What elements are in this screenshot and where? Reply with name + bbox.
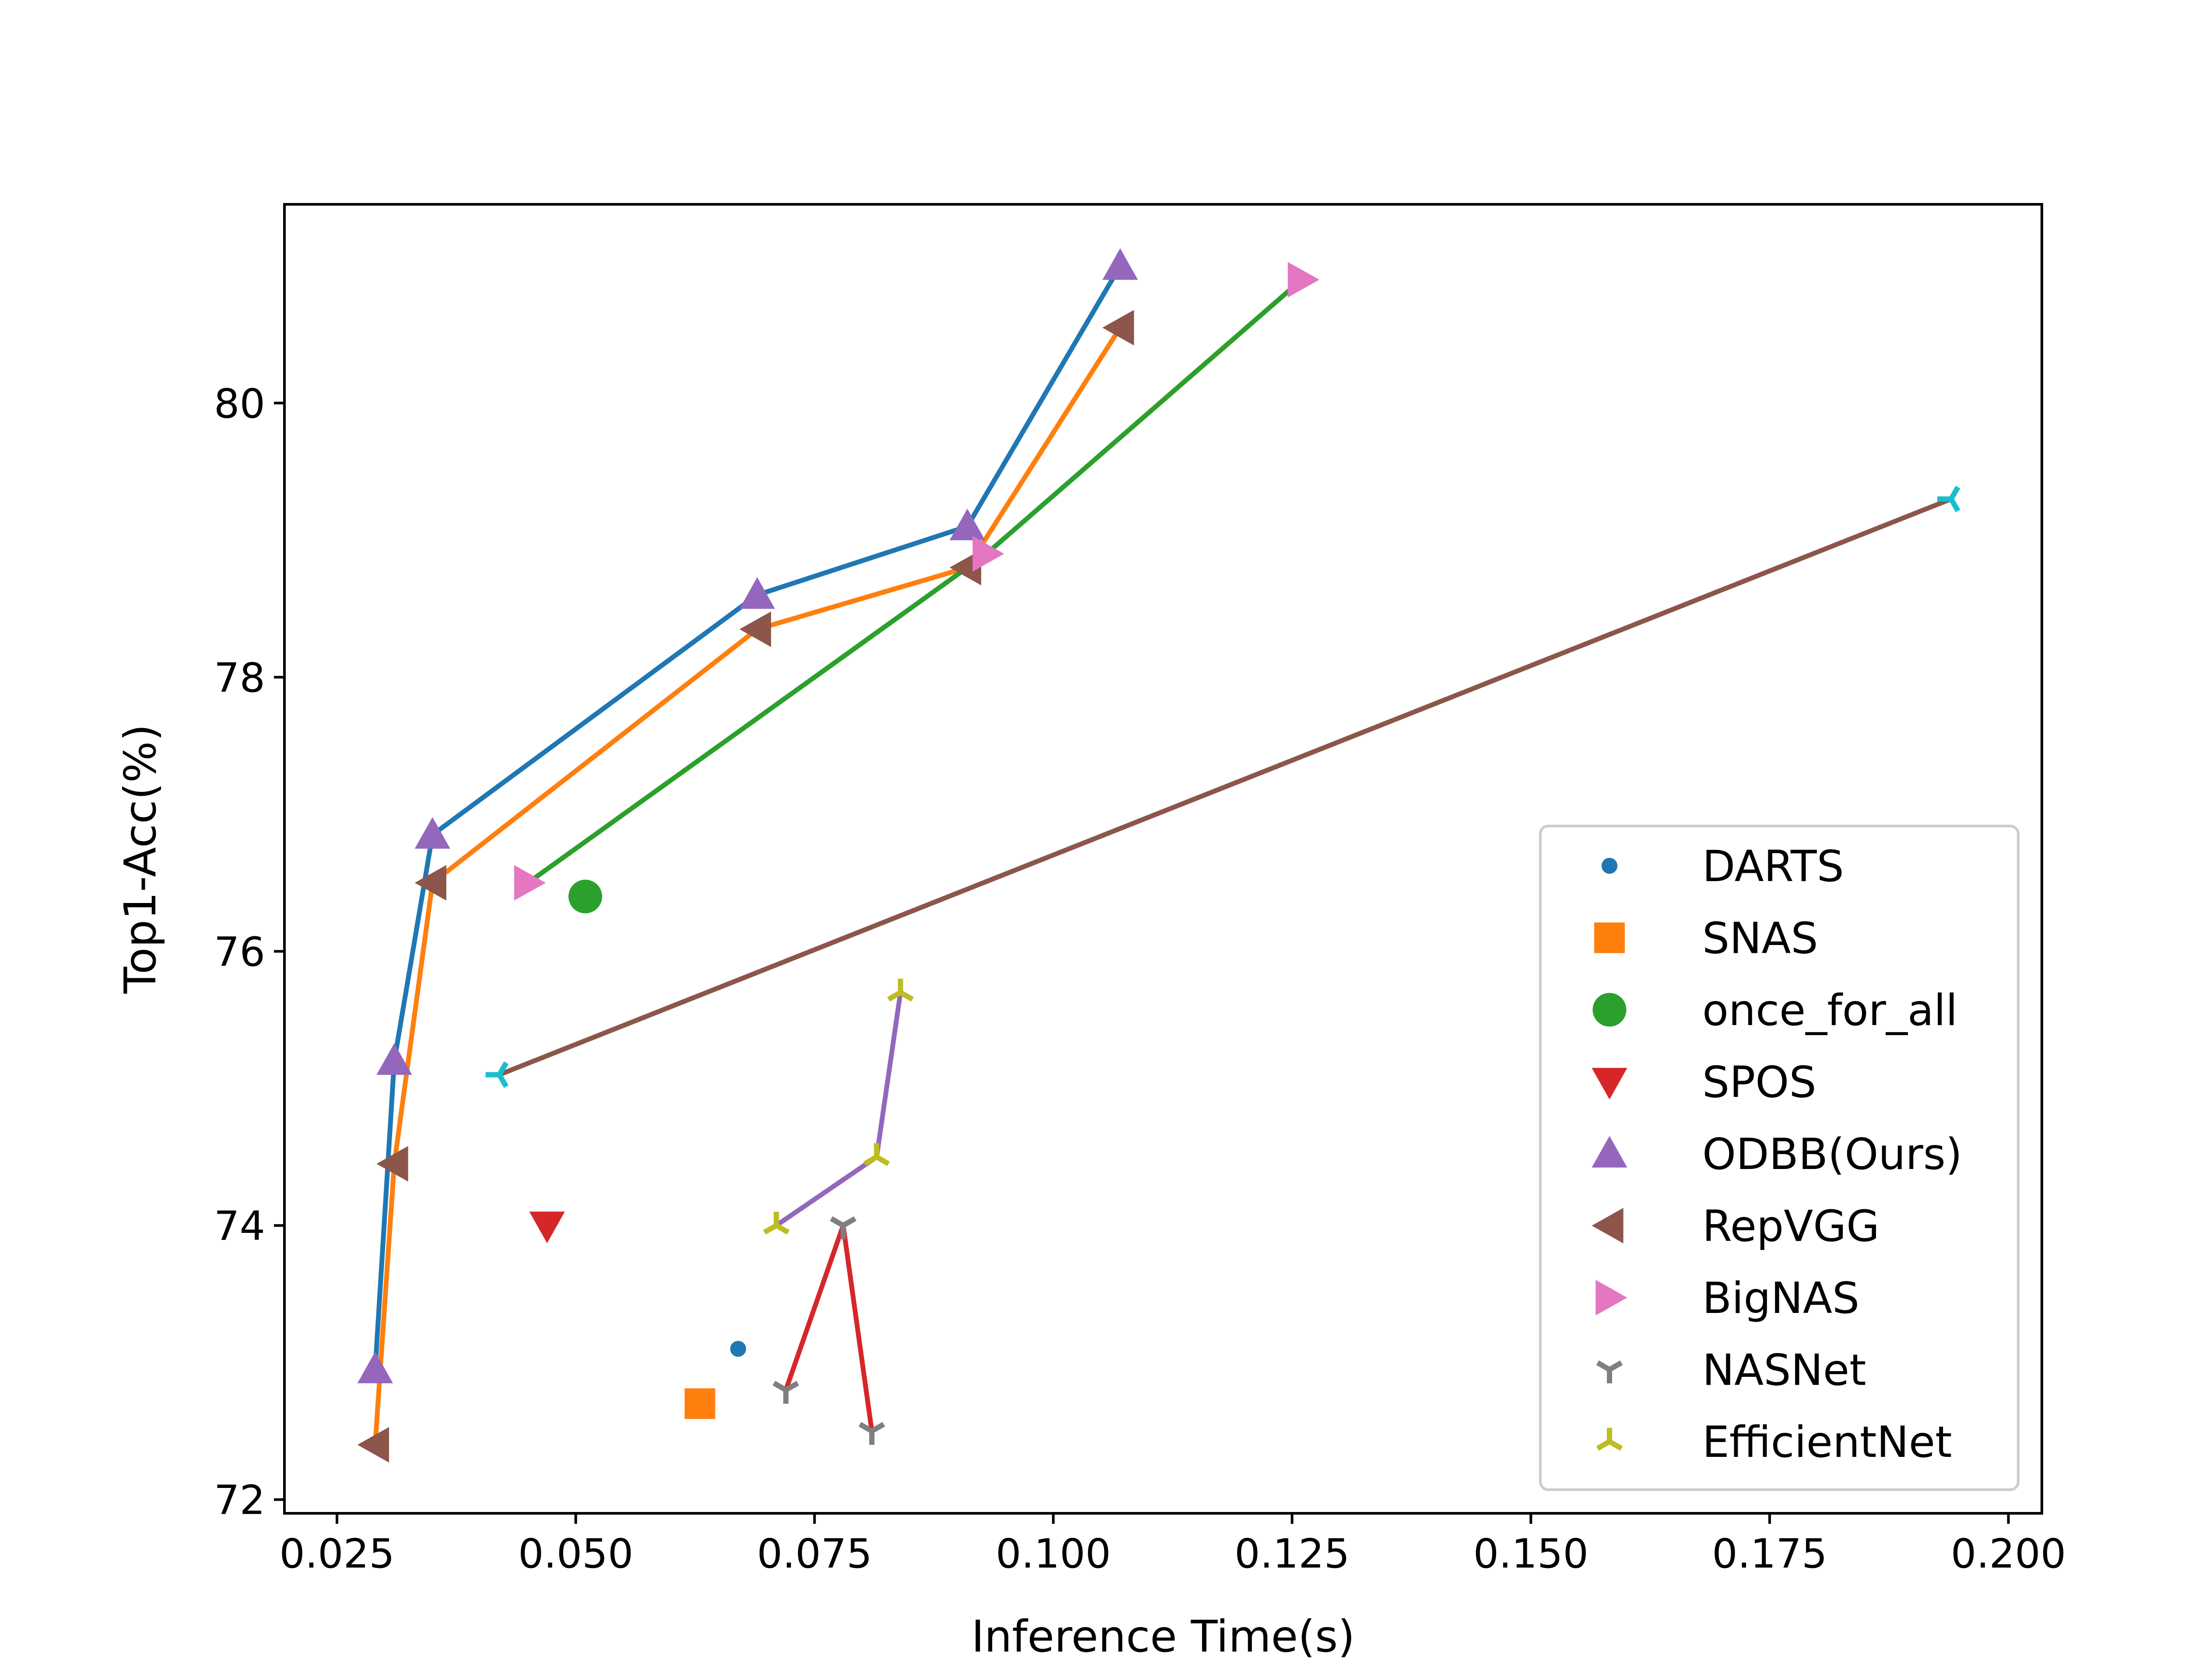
- point-nasnet-2: [859, 1422, 885, 1445]
- x-axis-label: Inference Time(s): [971, 1611, 1355, 1662]
- point-extra-0-0: [485, 1061, 509, 1088]
- point-spos-0: [529, 1211, 565, 1243]
- x-tick-label: 0.125: [1234, 1530, 1350, 1577]
- legend-label-nasnet: NASNet: [1702, 1346, 1866, 1396]
- point-nasnet-1: [830, 1216, 857, 1239]
- data-markers: [357, 248, 1960, 1463]
- point-once-for-all-0: [568, 879, 603, 914]
- y-tick-label: 76: [214, 928, 265, 975]
- legend-marker-spos: [1592, 1068, 1627, 1100]
- plot-frame: [283, 203, 2043, 1515]
- legend-label-bignas: BigNAS: [1702, 1274, 1859, 1323]
- legend-marker-bignas: [1595, 1280, 1627, 1316]
- legend-marker-darts: [1601, 858, 1618, 874]
- point-efficientnet-1: [863, 1143, 890, 1166]
- x-tick-label: 0.025: [279, 1530, 394, 1577]
- legend-label-once-for-all: once_for_all: [1702, 986, 1958, 1036]
- point-odbb-ours-2: [414, 817, 450, 849]
- legend-label-odbb-ours: ODBB(Ours): [1702, 1130, 1962, 1180]
- x-tick-label: 0.100: [996, 1530, 1111, 1577]
- point-odbb-ours-5: [1102, 248, 1138, 280]
- point-darts-0: [730, 1340, 746, 1357]
- y-tick-label: 80: [214, 380, 265, 427]
- point-odbb-ours-4: [949, 508, 985, 540]
- point-odbb-ours-3: [739, 577, 775, 609]
- point-repvgg-1: [376, 1146, 408, 1182]
- point-nasnet-0: [772, 1381, 799, 1404]
- x-tick-label: 0.075: [757, 1530, 872, 1577]
- line-extra-0: [497, 497, 1954, 1077]
- legend-marker-odbb-ours: [1592, 1136, 1627, 1168]
- line-odbb-ours: [372, 263, 1123, 1372]
- point-repvgg-3: [739, 611, 771, 647]
- legend-label-repvgg: RepVGG: [1702, 1202, 1879, 1252]
- legend-marker-repvgg: [1592, 1208, 1623, 1244]
- point-repvgg-2: [414, 865, 446, 901]
- y-tick-label: 72: [214, 1477, 265, 1524]
- x-tick-label: 0.175: [1712, 1530, 1827, 1577]
- point-bignas-1: [972, 536, 1004, 572]
- y-axis-ticks: 72 74 76 78 80: [214, 380, 284, 1524]
- legend-box: [1539, 825, 2020, 1491]
- point-bignas-0: [514, 865, 546, 901]
- point-repvgg-0: [357, 1427, 389, 1463]
- point-repvgg-5: [1102, 310, 1134, 346]
- point-efficientnet-0: [763, 1211, 790, 1235]
- x-tick-label: 0.200: [1951, 1530, 2066, 1577]
- legend-marker-once-for-all: [1592, 993, 1627, 1027]
- legend-label-spos: SPOS: [1702, 1058, 1816, 1108]
- x-tick-label: 0.150: [1473, 1530, 1588, 1577]
- point-snas-0: [684, 1388, 715, 1419]
- legend-marker-nasnet: [1596, 1360, 1623, 1383]
- x-axis-ticks: 0.025 0.050 0.075 0.100 0.125 0.150 0.175 0.200: [279, 1513, 2066, 1577]
- point-odbb-ours-1: [376, 1043, 412, 1075]
- legend: DARTS SNAS once_for_all SPOS ODBB(Ours) RepVG…: [1539, 825, 2020, 1491]
- point-odbb-ours-0: [357, 1351, 393, 1383]
- legend-marker-efficientnet: [1596, 1428, 1623, 1451]
- x-tick-label: 0.050: [518, 1530, 633, 1577]
- legend-label-darts: DARTS: [1702, 842, 1844, 892]
- legend-label-snas: SNAS: [1702, 914, 1818, 964]
- point-bignas-2: [1287, 262, 1320, 298]
- y-tick-label: 74: [214, 1203, 265, 1250]
- legend-label-efficientnet: EfficientNet: [1702, 1418, 1952, 1467]
- y-axis-label: Top1-Acc(%): [115, 724, 166, 994]
- point-extra-0-1: [1937, 486, 1960, 512]
- legend-marker-snas: [1594, 922, 1625, 953]
- y-tick-label: 78: [214, 654, 265, 701]
- line-repvgg: [372, 325, 1123, 1447]
- point-efficientnet-2: [887, 978, 914, 1002]
